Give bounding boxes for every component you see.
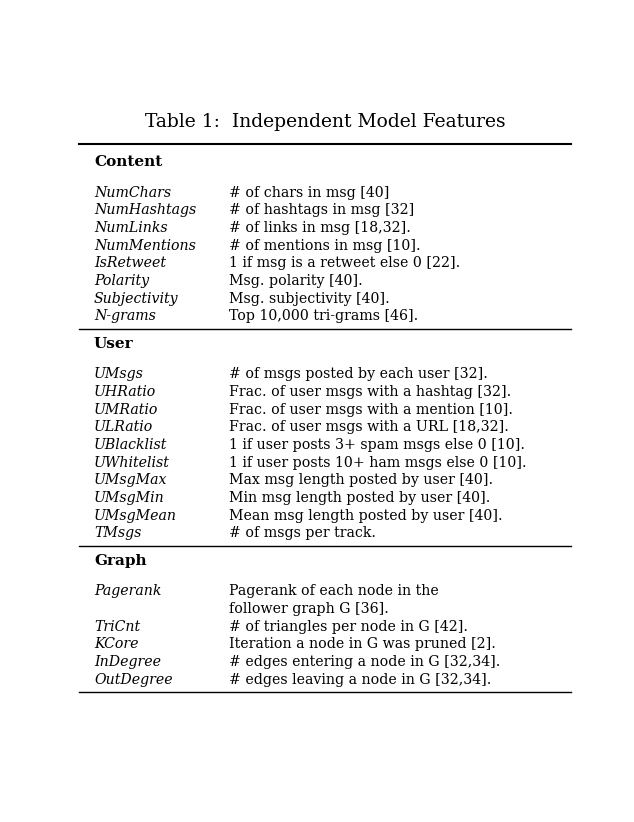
Text: User: User bbox=[94, 336, 134, 350]
Text: Max msg length posted by user [40].: Max msg length posted by user [40]. bbox=[229, 473, 493, 487]
Text: Frac. of user msgs with a URL [18,32].: Frac. of user msgs with a URL [18,32]. bbox=[229, 420, 509, 434]
Text: # of links in msg [18,32].: # of links in msg [18,32]. bbox=[229, 221, 411, 235]
Text: Pagerank of each node in the: Pagerank of each node in the bbox=[229, 584, 439, 598]
Text: UHRatio: UHRatio bbox=[94, 385, 156, 399]
Text: Graph: Graph bbox=[94, 553, 146, 567]
Text: UMsgMean: UMsgMean bbox=[94, 509, 177, 523]
Text: Msg. polarity [40].: Msg. polarity [40]. bbox=[229, 274, 363, 288]
Text: UBlacklist: UBlacklist bbox=[94, 438, 167, 452]
Text: 1 if user posts 3+ spam msgs else 0 [10].: 1 if user posts 3+ spam msgs else 0 [10]… bbox=[229, 438, 525, 452]
Text: Msg. subjectivity [40].: Msg. subjectivity [40]. bbox=[229, 292, 390, 306]
Text: Polarity: Polarity bbox=[94, 274, 149, 288]
Text: 1 if user posts 10+ ham msgs else 0 [10].: 1 if user posts 10+ ham msgs else 0 [10]… bbox=[229, 455, 527, 469]
Text: follower graph G [36].: follower graph G [36]. bbox=[229, 602, 389, 616]
Text: Frac. of user msgs with a mention [10].: Frac. of user msgs with a mention [10]. bbox=[229, 403, 513, 417]
Text: NumLinks: NumLinks bbox=[94, 221, 167, 235]
Text: # of msgs posted by each user [32].: # of msgs posted by each user [32]. bbox=[229, 367, 488, 381]
Text: UMsgs: UMsgs bbox=[94, 367, 144, 381]
Text: Table 1:  Independent Model Features: Table 1: Independent Model Features bbox=[145, 113, 505, 132]
Text: OutDegree: OutDegree bbox=[94, 672, 172, 686]
Text: NumMentions: NumMentions bbox=[94, 238, 196, 252]
Text: Iteration a node in G was pruned [2].: Iteration a node in G was pruned [2]. bbox=[229, 637, 496, 651]
Text: InDegree: InDegree bbox=[94, 655, 161, 669]
Text: ULRatio: ULRatio bbox=[94, 420, 153, 434]
Text: Top 10,000 tri-grams [46].: Top 10,000 tri-grams [46]. bbox=[229, 309, 418, 323]
Text: UMRatio: UMRatio bbox=[94, 403, 158, 417]
Text: # edges entering a node in G [32,34].: # edges entering a node in G [32,34]. bbox=[229, 655, 500, 669]
Text: # edges leaving a node in G [32,34].: # edges leaving a node in G [32,34]. bbox=[229, 672, 491, 686]
Text: NumChars: NumChars bbox=[94, 186, 171, 200]
Text: Content: Content bbox=[94, 155, 162, 169]
Text: N-grams: N-grams bbox=[94, 309, 156, 323]
Text: KCore: KCore bbox=[94, 637, 138, 651]
Text: UMsgMin: UMsgMin bbox=[94, 491, 165, 505]
Text: # of triangles per node in G [42].: # of triangles per node in G [42]. bbox=[229, 620, 468, 634]
Text: Min msg length posted by user [40].: Min msg length posted by user [40]. bbox=[229, 491, 491, 505]
Text: UMsgMax: UMsgMax bbox=[94, 473, 167, 487]
Text: Subjectivity: Subjectivity bbox=[94, 292, 179, 306]
Text: # of msgs per track.: # of msgs per track. bbox=[229, 526, 376, 540]
Text: 1 if msg is a retweet else 0 [22].: 1 if msg is a retweet else 0 [22]. bbox=[229, 256, 460, 270]
Text: NumHashtags: NumHashtags bbox=[94, 203, 197, 217]
Text: # of mentions in msg [10].: # of mentions in msg [10]. bbox=[229, 238, 421, 252]
Text: Mean msg length posted by user [40].: Mean msg length posted by user [40]. bbox=[229, 509, 503, 523]
Text: Frac. of user msgs with a hashtag [32].: Frac. of user msgs with a hashtag [32]. bbox=[229, 385, 512, 399]
Text: IsRetweet: IsRetweet bbox=[94, 256, 166, 270]
Text: UWhitelist: UWhitelist bbox=[94, 455, 170, 469]
Text: # of chars in msg [40]: # of chars in msg [40] bbox=[229, 186, 389, 200]
Text: TriCnt: TriCnt bbox=[94, 620, 140, 634]
Text: TMsgs: TMsgs bbox=[94, 526, 141, 540]
Text: Pagerank: Pagerank bbox=[94, 584, 162, 598]
Text: # of hashtags in msg [32]: # of hashtags in msg [32] bbox=[229, 203, 415, 217]
